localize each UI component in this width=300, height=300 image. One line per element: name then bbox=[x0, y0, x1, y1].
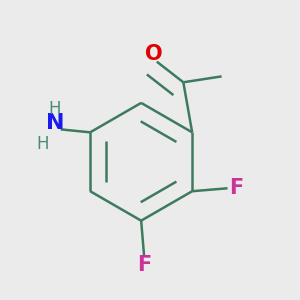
Text: H: H bbox=[37, 135, 49, 153]
Text: H: H bbox=[49, 100, 61, 118]
Text: O: O bbox=[145, 44, 163, 64]
Text: F: F bbox=[229, 178, 244, 198]
Text: N: N bbox=[46, 113, 64, 134]
Text: F: F bbox=[137, 255, 151, 275]
